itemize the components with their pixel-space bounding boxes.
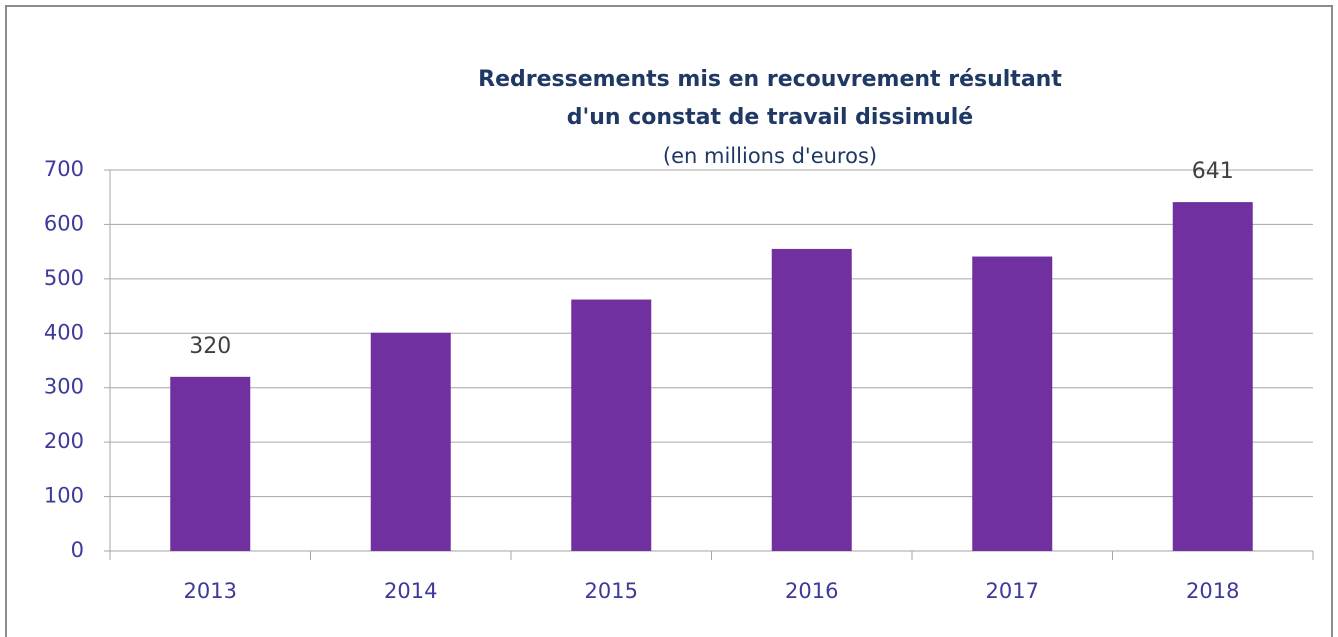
bar	[170, 376, 251, 551]
bar	[370, 332, 451, 551]
x-tick-label: 2016	[785, 579, 838, 603]
bar	[1172, 202, 1253, 551]
bar	[972, 256, 1053, 551]
bar	[771, 248, 852, 551]
y-tick-label: 700	[44, 157, 84, 181]
y-tick-label: 100	[44, 484, 84, 508]
x-tick-label: 2013	[184, 579, 237, 603]
chart-title: d'un constat de travail dissimulé	[567, 105, 973, 130]
data-label: 641	[1192, 159, 1234, 184]
y-tick-label: 500	[44, 266, 84, 290]
y-tick-label: 400	[44, 320, 84, 344]
y-tick-label: 200	[44, 429, 84, 453]
x-tick-label: 2017	[986, 579, 1039, 603]
x-tick-label: 2014	[384, 579, 437, 603]
chart-subtitle: (en millions d'euros)	[663, 144, 877, 168]
x-tick-label: 2015	[585, 579, 638, 603]
y-tick-label: 600	[44, 211, 84, 235]
y-tick-label: 0	[71, 538, 84, 562]
bar	[571, 299, 652, 551]
chart-title: Redressements mis en recouvrement résult…	[478, 67, 1062, 92]
x-tick-label: 2018	[1186, 579, 1239, 603]
data-label: 320	[189, 334, 231, 359]
y-tick-label: 300	[44, 375, 84, 399]
